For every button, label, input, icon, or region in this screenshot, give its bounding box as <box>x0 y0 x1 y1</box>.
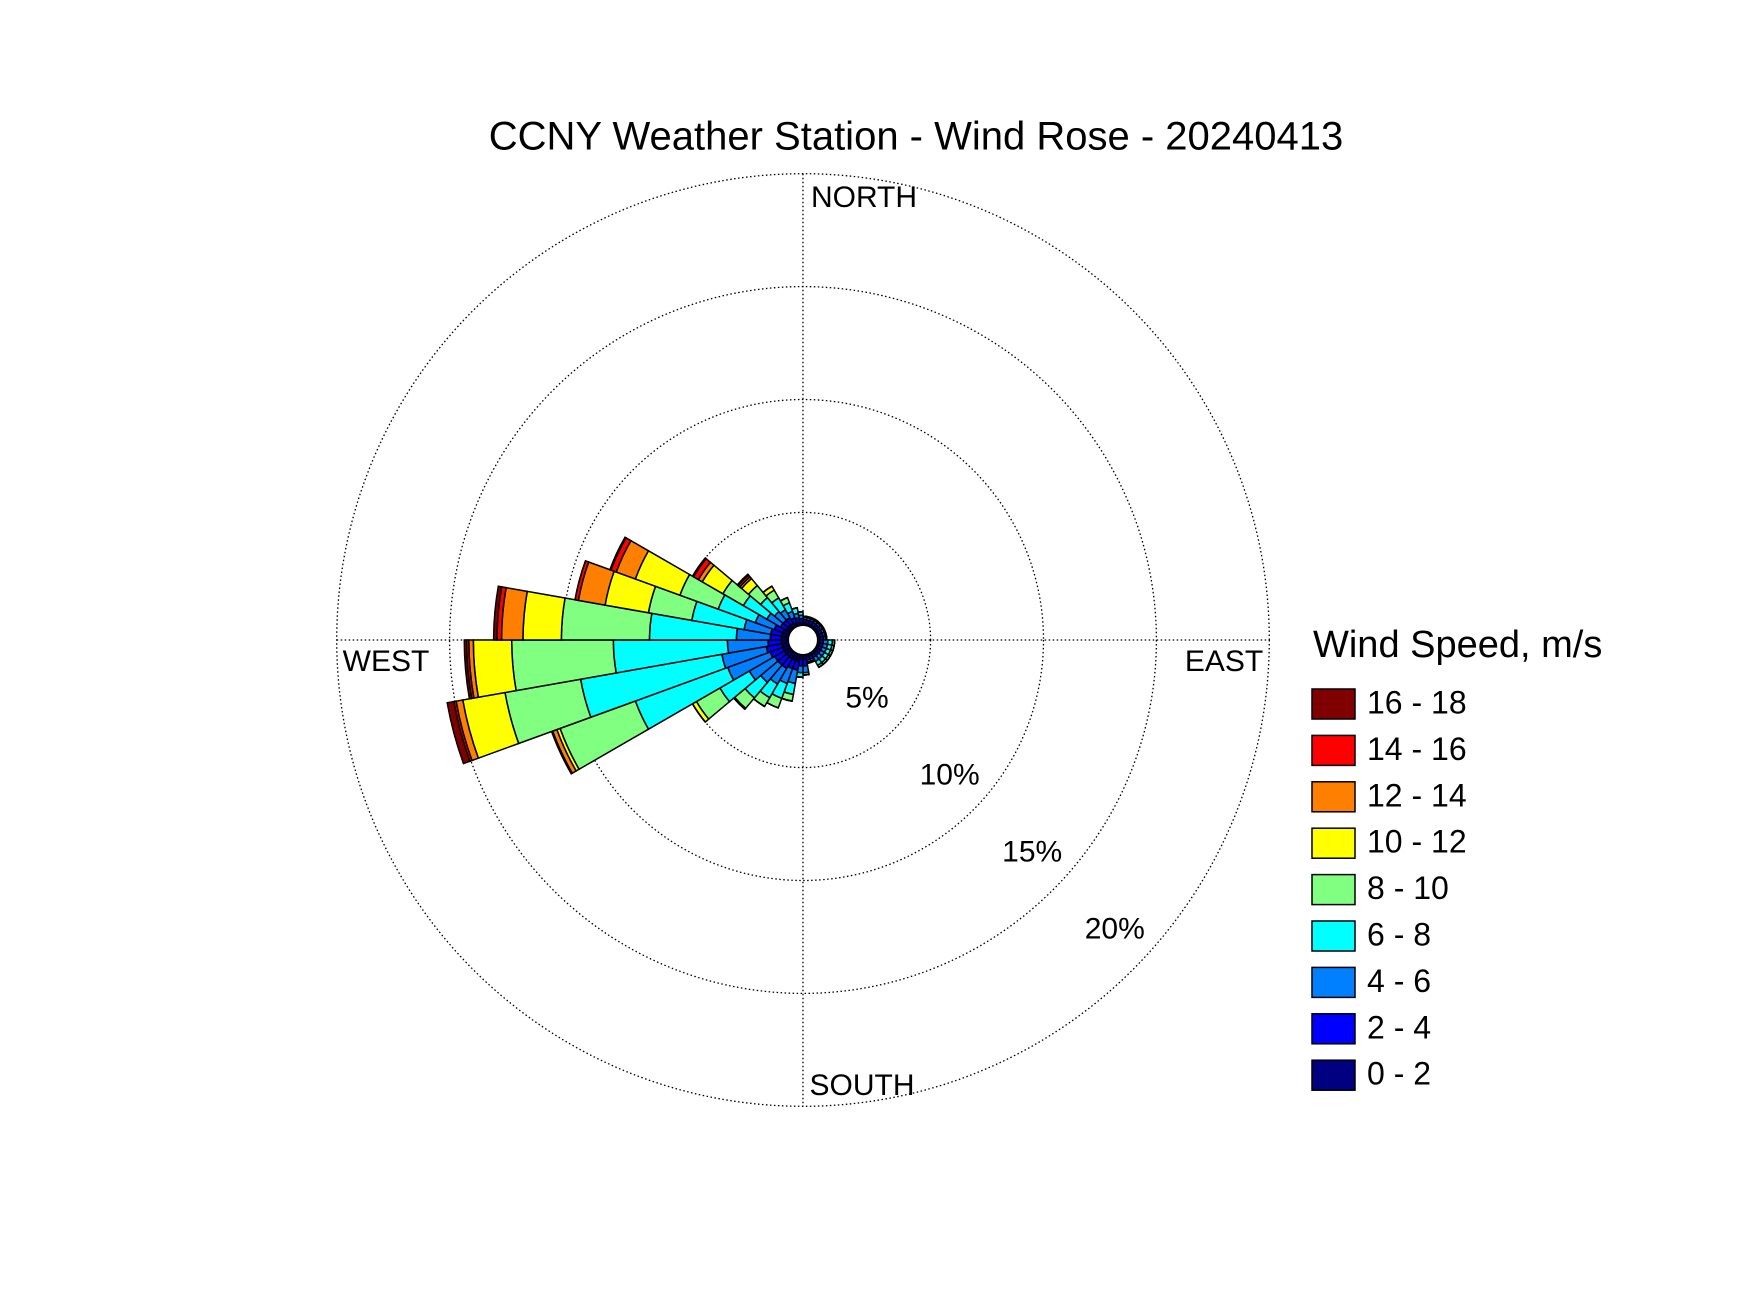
legend-label: 10 - 12 <box>1367 824 1467 860</box>
ring-label: 15% <box>1002 836 1062 869</box>
legend-swatch <box>1311 688 1356 720</box>
petal-segment <box>472 639 517 699</box>
legend-label: 4 - 6 <box>1367 963 1431 999</box>
legend-title: Wind Speed, m/s <box>1313 624 1602 666</box>
legend-label: 2 - 4 <box>1367 1009 1431 1045</box>
legend-label: 16 - 18 <box>1367 684 1467 720</box>
ring-label: 10% <box>920 759 980 792</box>
petal-segment <box>736 573 750 587</box>
legend-label: 12 - 14 <box>1367 777 1467 813</box>
legend-label: 14 - 16 <box>1367 731 1467 767</box>
legend-swatch <box>1311 1013 1356 1045</box>
grid-ring <box>561 398 1045 882</box>
direction-label: WEST <box>343 645 430 678</box>
legend-swatch <box>1311 1059 1356 1091</box>
legend-label: 6 - 8 <box>1367 916 1431 952</box>
petal-segment <box>463 639 473 700</box>
legend-label: 8 - 10 <box>1367 870 1449 906</box>
direction-label: EAST <box>1185 645 1263 678</box>
petal-segment <box>818 663 824 669</box>
legend-swatch <box>1311 873 1356 906</box>
chart-title: CCNY Weather Station - Wind Rose - 20240… <box>489 115 1344 159</box>
direction-label: NORTH <box>811 181 917 214</box>
legend-swatch <box>1311 781 1356 813</box>
center-hole <box>787 624 819 656</box>
grid-ring <box>336 173 1270 1107</box>
petal-segment <box>446 700 471 765</box>
legend-swatch <box>1311 827 1356 859</box>
legend-swatch <box>1311 734 1356 767</box>
direction-label: SOUTH <box>810 1069 915 1102</box>
legend-swatch <box>1311 966 1356 999</box>
legend: 0 - 2 2 - 4 4 - 6 6 - 8 8 - 10 10 - 12 12 - 14… <box>1311 684 1467 1092</box>
polar-grid: 5% 10% 15% 20% <box>336 173 1270 1107</box>
ring-label: 20% <box>1085 913 1145 946</box>
petal-segment <box>796 675 804 679</box>
grid-ring <box>448 285 1158 995</box>
petal-segment <box>691 556 708 578</box>
ring-label: 5% <box>845 682 888 715</box>
petal-segment <box>802 673 810 676</box>
legend-swatch <box>1311 920 1356 952</box>
petal-segment <box>522 590 566 641</box>
petals <box>446 536 836 775</box>
legend-label: 0 - 2 <box>1367 1056 1431 1092</box>
petal-segment <box>608 536 628 572</box>
petal-segment <box>492 585 503 641</box>
